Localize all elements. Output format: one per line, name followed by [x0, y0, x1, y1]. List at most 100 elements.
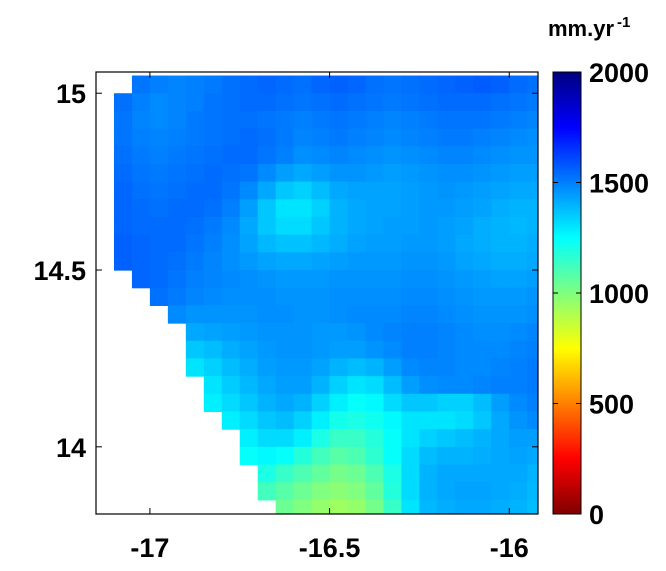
- heatmap-cell: [419, 305, 438, 324]
- heatmap-cell: [293, 340, 313, 360]
- heatmap-cell: [473, 411, 492, 430]
- heatmap-cell: [437, 411, 456, 430]
- heatmap-cell: [113, 216, 133, 236]
- heatmap-cell: [437, 216, 456, 236]
- heatmap-cell: [491, 181, 510, 200]
- heatmap-cell: [455, 128, 474, 147]
- heatmap-cell: [185, 234, 205, 253]
- heatmap-cell: [293, 287, 313, 306]
- heatmap-cell: [257, 181, 277, 200]
- heatmap-cell: [437, 163, 456, 183]
- heatmap-cell: [419, 464, 438, 483]
- heatmap-cell: [221, 411, 241, 430]
- heatmap-cell: [527, 146, 538, 165]
- heatmap-cell: [491, 393, 510, 413]
- heatmap-cell: [365, 464, 385, 483]
- heatmap-cell: [131, 128, 151, 147]
- heatmap-cell: [401, 75, 421, 94]
- heatmap-cell: [455, 199, 474, 218]
- heatmap-cell: [329, 393, 349, 413]
- heatmap-cell: [131, 252, 151, 271]
- heatmap-cell: [527, 110, 538, 130]
- colorbar: 0 500 1000 1500 2000 mm.yr -1: [548, 14, 649, 530]
- heatmap-cell: [383, 446, 403, 466]
- heatmap-cell: [221, 146, 241, 165]
- heatmap-cell: [455, 110, 474, 130]
- heatmap-cell: [383, 323, 403, 342]
- heatmap-cell: [293, 110, 313, 130]
- heatmap-cell: [221, 75, 241, 94]
- heatmap-cell: [455, 429, 474, 448]
- heatmap-cell: [491, 199, 510, 218]
- heatmap-cell: [185, 163, 205, 183]
- y-axis-ticks: 14 14.5 15: [33, 79, 538, 463]
- heatmap-cell: [347, 146, 367, 165]
- heatmap-cell: [203, 340, 223, 360]
- heatmap-cell: [509, 287, 528, 306]
- heatmap-cell: [437, 482, 456, 501]
- heatmap-cell: [473, 358, 492, 377]
- heatmap-cell: [527, 411, 538, 430]
- heatmap-cell: [185, 305, 205, 324]
- heatmap-cell: [383, 429, 403, 448]
- heatmap-cell: [419, 411, 438, 430]
- heatmap-cell: [347, 305, 367, 324]
- heatmap-cell: [527, 93, 538, 112]
- heatmap-cell: [293, 464, 313, 483]
- heatmap-cell: [509, 323, 528, 342]
- heatmap-cell: [311, 323, 331, 342]
- heatmap-cell: [329, 340, 349, 360]
- heatmap-cell: [167, 199, 187, 218]
- heatmap-cell: [455, 163, 474, 183]
- heatmap-cell: [491, 163, 510, 183]
- heatmap-cell: [527, 199, 538, 218]
- heatmap-cell: [275, 93, 295, 112]
- heatmap-cell: [221, 110, 241, 130]
- heatmap-cell: [293, 181, 313, 200]
- heatmap-cell: [293, 163, 313, 183]
- heatmap-cell: [275, 393, 295, 413]
- heatmap-cell: [365, 199, 385, 218]
- heatmap-cell: [257, 429, 277, 448]
- heatmap-cell: [167, 146, 187, 165]
- heatmap-cell: [113, 234, 133, 253]
- heatmap-cell: [149, 128, 169, 147]
- heatmap-cell: [311, 75, 331, 94]
- heatmap-cell: [293, 446, 313, 466]
- heatmap-cell: [509, 393, 528, 413]
- heatmap-cell: [185, 287, 205, 306]
- heatmap-cell: [239, 429, 259, 448]
- heatmap-cell: [365, 482, 385, 501]
- heatmap-cell: [167, 216, 187, 236]
- heatmap-cell: [293, 216, 313, 236]
- heatmap-cell: [455, 411, 474, 430]
- heatmap-cell: [203, 199, 223, 218]
- heatmap-cell: [275, 340, 295, 360]
- plot-frame: [95, 71, 539, 515]
- heatmap-cell: [527, 270, 538, 289]
- heatmap-cell: [185, 323, 205, 342]
- heatmap-cell: [365, 216, 385, 236]
- heatmap-cell: [221, 163, 241, 183]
- heatmap-cell: [185, 252, 205, 271]
- heatmap-cell: [311, 181, 331, 200]
- heatmap-cell: [419, 199, 438, 218]
- heatmap-cell: [149, 199, 169, 218]
- heatmap-cell: [203, 287, 223, 306]
- heatmap-cell: [221, 305, 241, 324]
- heatmap-cell: [221, 340, 241, 360]
- heatmap-cell: [455, 75, 474, 94]
- heatmap-cell: [437, 323, 456, 342]
- heatmap-cell: [347, 429, 367, 448]
- heatmap-cell: [311, 429, 331, 448]
- heatmap-cell: [527, 216, 538, 236]
- heatmap-cell: [275, 110, 295, 130]
- heatmap-cell: [527, 429, 538, 448]
- heatmap-cell: [401, 146, 421, 165]
- heatmap-cell: [293, 429, 313, 448]
- heatmap-cell: [149, 252, 169, 271]
- y-tick-label: 14.5: [33, 256, 86, 286]
- plot-area: -17 -16.5 -16 14 14.5 15: [33, 71, 539, 563]
- heatmap-cell: [131, 234, 151, 253]
- heatmap-cell: [203, 270, 223, 289]
